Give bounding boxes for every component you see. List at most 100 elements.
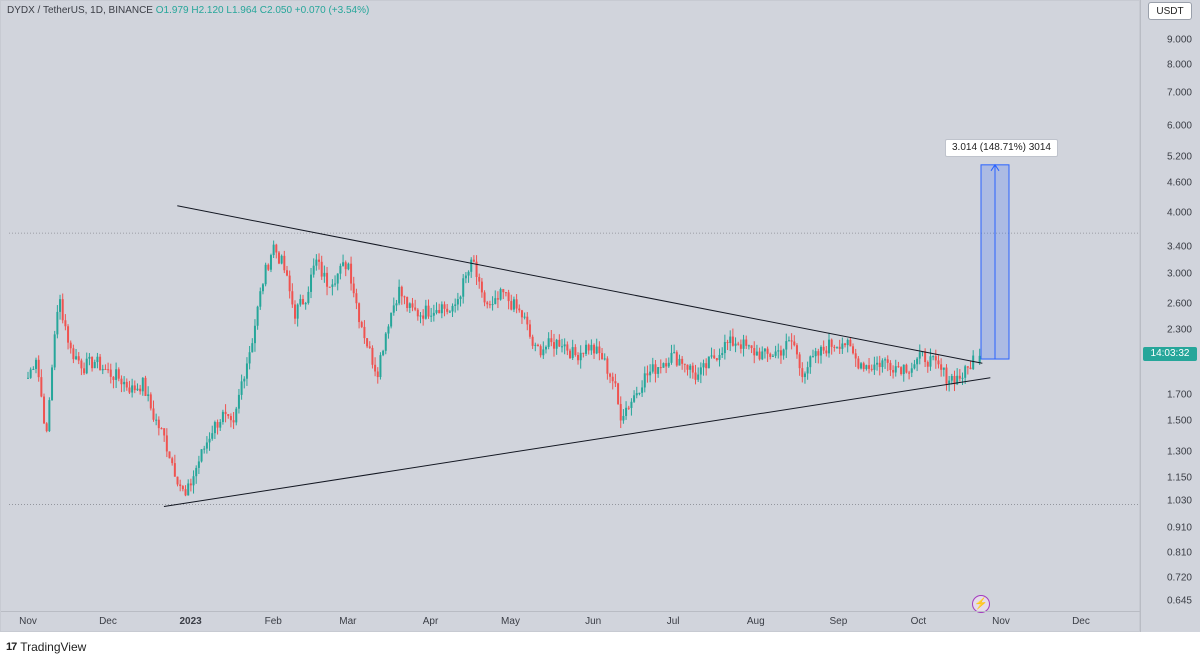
candle-body — [766, 348, 769, 354]
price-tick-label: 1.700 — [1166, 389, 1192, 401]
candle-body — [601, 353, 604, 360]
candle-body — [163, 428, 166, 436]
candle-body — [659, 367, 662, 369]
candle-body — [304, 302, 307, 305]
candle-body — [491, 304, 494, 306]
candle-body — [320, 261, 323, 277]
candle-body — [881, 360, 884, 368]
candle-body — [854, 353, 857, 359]
candle-body — [197, 461, 200, 468]
candle-body — [641, 387, 644, 393]
candle-body — [870, 368, 873, 370]
candle-body — [536, 344, 539, 347]
candle-body — [828, 339, 830, 354]
candle-body — [67, 326, 70, 343]
candle-body — [769, 353, 772, 357]
candle-body — [123, 381, 126, 385]
candle-body — [360, 322, 363, 327]
candle-body — [534, 344, 537, 346]
price-axis[interactable]: 9.000 8.000 7.000 6.000 5.200 4.600 4.000 3.400… — [1140, 0, 1200, 632]
candle-body — [328, 286, 331, 288]
candle-body — [464, 275, 467, 279]
candle-body — [710, 355, 713, 357]
candle-body — [894, 366, 897, 373]
candle-body — [229, 416, 232, 421]
candle-body — [705, 363, 708, 369]
candle-body — [181, 486, 184, 490]
candle-body — [822, 346, 825, 351]
candle-body — [884, 359, 887, 361]
candle-body — [456, 299, 459, 305]
candle-body — [435, 310, 438, 313]
lightning-icon[interactable]: ⚡ — [972, 595, 990, 613]
candle-body — [721, 353, 724, 355]
candle-body — [480, 281, 483, 293]
price-tick-label: 2.600 — [1166, 298, 1192, 310]
candle-body — [478, 276, 481, 282]
candle-body — [876, 362, 879, 365]
candle-body — [723, 342, 726, 354]
candle-body — [59, 299, 62, 312]
candle-body — [256, 306, 259, 326]
time-axis[interactable]: Nov Dec 2023 Feb Mar Apr May Jun Jul Aug Sep Oct Nov… — [1, 611, 1141, 633]
price-tick-label: 3.400 — [1166, 241, 1192, 253]
candle-body — [232, 420, 235, 423]
price-tick-label: 0.810 — [1166, 547, 1192, 559]
candle-body — [902, 364, 905, 375]
legend-close: C2.050 — [259, 5, 293, 16]
candle-body — [745, 339, 748, 346]
candle-body — [587, 344, 590, 351]
candle-body — [272, 244, 275, 256]
candle-body — [801, 368, 804, 378]
candle-body — [382, 350, 385, 356]
candle-body — [53, 334, 56, 368]
candle-body — [176, 476, 179, 485]
candle-body — [112, 376, 115, 380]
candle-body — [72, 348, 75, 360]
candle-body — [681, 358, 684, 364]
candle-body — [352, 283, 355, 294]
chart-pane[interactable]: DYDX / TetherUS, 1D, BINANCE O1.979 H2.1… — [0, 0, 1141, 633]
candle-body — [643, 373, 646, 388]
candle-body — [334, 283, 337, 285]
candle-body — [56, 311, 59, 335]
candle-body — [80, 360, 83, 369]
currency-button[interactable]: USDT — [1148, 2, 1192, 20]
candle-body — [488, 304, 491, 306]
candle-body — [99, 356, 102, 371]
time-tick-label: Jul — [666, 616, 680, 627]
candle-body — [777, 350, 780, 352]
candle-body — [213, 422, 216, 434]
plot-area[interactable] — [9, 1, 1141, 611]
candle-body — [614, 381, 617, 384]
time-tick-label: Nov — [19, 616, 37, 627]
candle-body — [235, 408, 238, 423]
candle-body — [606, 358, 609, 374]
candle-body — [731, 336, 734, 346]
time-tick-label: Feb — [264, 616, 282, 627]
candle-body — [261, 284, 264, 292]
candle-body — [814, 351, 817, 357]
candle-body — [291, 291, 294, 305]
candle-body — [48, 400, 51, 432]
price-tick-label: 3.000 — [1166, 268, 1192, 280]
candle-body — [844, 343, 847, 346]
candle-body — [905, 364, 908, 373]
candle-body — [718, 354, 721, 360]
candle-body — [355, 293, 358, 304]
candle-body — [83, 368, 86, 374]
candle-body — [913, 364, 916, 369]
candle-body — [771, 355, 774, 357]
candle-body — [729, 336, 732, 344]
candle-body — [793, 341, 796, 346]
candle-body — [475, 261, 478, 277]
candle-body — [403, 296, 406, 298]
candle-body — [171, 458, 174, 464]
candle-body — [408, 303, 411, 309]
candle-body — [857, 358, 860, 369]
footer-branding[interactable]: 17 TradingView — [6, 640, 86, 654]
price-tick-label: 1.150 — [1166, 472, 1192, 484]
candle-body — [558, 339, 561, 347]
candle-body — [817, 351, 820, 356]
candle-body — [691, 365, 694, 373]
